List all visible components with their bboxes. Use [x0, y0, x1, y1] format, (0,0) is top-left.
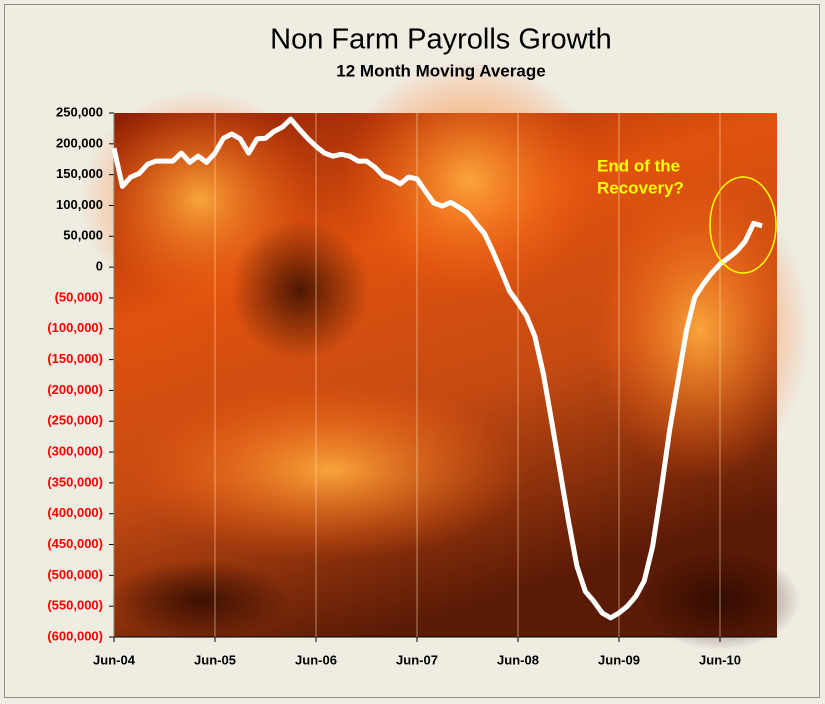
y-tick-label: (50,000)	[55, 289, 103, 304]
frame	[4, 4, 820, 698]
x-tick-label: Jun-05	[194, 652, 236, 667]
x-tick-label: Jun-09	[598, 652, 640, 667]
y-tick-label: (450,000)	[47, 536, 103, 551]
y-tick-label: 100,000	[56, 197, 103, 212]
y-tick-label: (350,000)	[47, 474, 103, 489]
y-tick-label: (200,000)	[47, 382, 103, 397]
annotation: Recovery?	[597, 178, 684, 197]
chart-title: Non Farm Payrolls Growth	[270, 24, 612, 56]
y-tick-label: (600,000)	[47, 628, 103, 643]
y-tick-label: (100,000)	[47, 320, 103, 335]
y-tick-label: (500,000)	[47, 567, 103, 582]
y-tick-label: 50,000	[63, 228, 103, 243]
x-tick-label: Jun-10	[699, 652, 741, 667]
x-tick-label: Jun-04	[93, 652, 136, 667]
y-tick-label: (150,000)	[47, 351, 103, 366]
y-tick-label: (550,000)	[47, 598, 103, 613]
y-tick-label: 150,000	[56, 166, 103, 181]
x-tick-label: Jun-06	[295, 652, 337, 667]
x-tick-label: Jun-08	[497, 652, 539, 667]
y-tick-label: (300,000)	[47, 443, 103, 458]
y-tick-label: 0	[96, 259, 103, 274]
y-tick-label: 250,000	[56, 104, 103, 119]
y-tick-label: (400,000)	[47, 505, 103, 520]
y-tick-label: 200,000	[56, 135, 103, 150]
plot-background	[80, 60, 810, 650]
line-series	[111, 116, 763, 621]
x-tick-label: Jun-07	[396, 652, 438, 667]
annotation: End of the	[597, 156, 680, 175]
y-tick-label: (250,000)	[47, 413, 103, 428]
annotation-circle	[709, 176, 777, 274]
chart-subtitle: 12 Month Moving Average	[336, 61, 545, 80]
